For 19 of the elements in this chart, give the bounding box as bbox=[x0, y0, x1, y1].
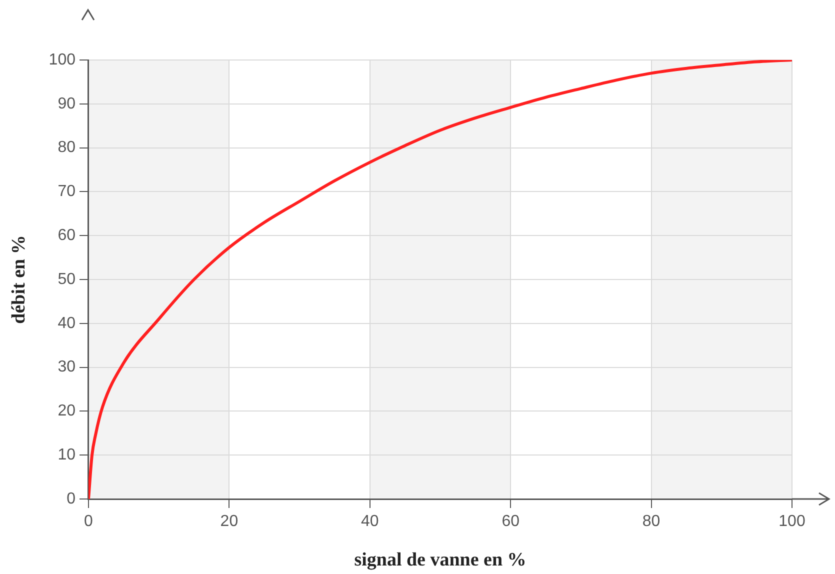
x-tick-label: 80 bbox=[642, 513, 660, 530]
x-axis-title: signal de vanne en % bbox=[354, 550, 526, 571]
y-tick-label: 100 bbox=[48, 51, 76, 68]
x-tick-label: 100 bbox=[778, 513, 806, 530]
y-tick-label: 20 bbox=[58, 402, 76, 420]
y-tick-label: 30 bbox=[58, 358, 76, 376]
x-tick-label: 40 bbox=[361, 513, 379, 530]
x-tick-label: 60 bbox=[502, 513, 520, 530]
y-tick-label: 70 bbox=[58, 183, 76, 200]
y-tick-label: 0 bbox=[66, 490, 76, 508]
y-tick-label: 50 bbox=[58, 270, 76, 288]
y-axis-title: débit en % bbox=[8, 235, 30, 324]
y-tick-label: 60 bbox=[58, 227, 76, 244]
x-tick-label: 20 bbox=[220, 513, 238, 530]
x-tick-label: 0 bbox=[84, 513, 94, 530]
y-tick-label: 10 bbox=[58, 446, 76, 464]
y-tick-label: 90 bbox=[58, 95, 76, 112]
y-tick-label: 80 bbox=[58, 139, 76, 156]
y-tick-label: 40 bbox=[58, 314, 76, 332]
